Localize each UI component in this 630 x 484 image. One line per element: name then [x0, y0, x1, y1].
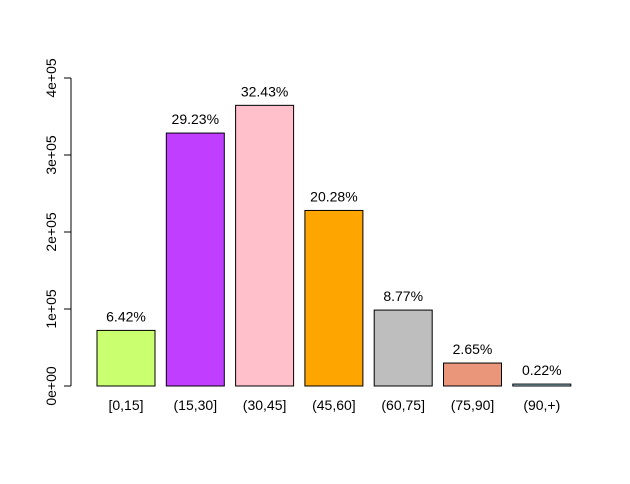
bar — [443, 362, 502, 387]
value-label: 2.65% — [453, 341, 493, 357]
value-label: 6.42% — [106, 308, 146, 324]
bar — [512, 383, 572, 387]
x-tick-label: (15,30] — [174, 397, 218, 413]
y-tick-label: 0e+00 — [43, 366, 59, 406]
value-label: 20.28% — [310, 188, 357, 204]
y-tick-label: 3e+05 — [43, 135, 59, 175]
bar — [96, 329, 156, 387]
value-label: 32.43% — [241, 83, 288, 99]
bar — [165, 132, 225, 387]
bar — [373, 309, 433, 387]
value-label: 8.77% — [383, 288, 423, 304]
x-tick-label: (90,+) — [523, 397, 560, 413]
bar — [304, 209, 364, 387]
x-tick-label: (45,60] — [312, 397, 356, 413]
value-label: 0.22% — [522, 362, 562, 378]
y-tick-label: 2e+05 — [43, 212, 59, 252]
x-tick-label: (60,75] — [381, 397, 425, 413]
bar — [235, 104, 295, 387]
x-tick-label: (75,90] — [451, 397, 495, 413]
x-tick-label: (30,45] — [243, 397, 287, 413]
value-label: 29.23% — [172, 111, 219, 127]
y-tick-label: 1e+05 — [43, 289, 59, 329]
x-tick-label: [0,15] — [108, 397, 143, 413]
y-tick-label: 4e+05 — [43, 58, 59, 98]
